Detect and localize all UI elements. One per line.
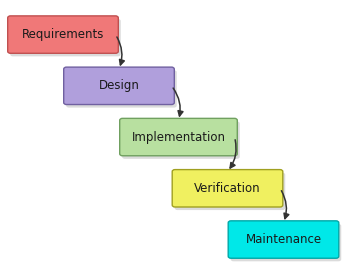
FancyBboxPatch shape (228, 221, 339, 258)
FancyBboxPatch shape (8, 16, 118, 53)
FancyArrowPatch shape (173, 88, 183, 116)
FancyBboxPatch shape (66, 70, 177, 108)
Text: Design: Design (99, 79, 139, 92)
Text: Verification: Verification (194, 182, 261, 195)
FancyArrowPatch shape (281, 191, 289, 219)
FancyArrowPatch shape (117, 37, 124, 65)
FancyBboxPatch shape (10, 19, 121, 56)
Text: Requirements: Requirements (22, 28, 104, 41)
Text: Maintenance: Maintenance (245, 233, 322, 246)
FancyBboxPatch shape (172, 169, 283, 207)
FancyBboxPatch shape (120, 118, 237, 156)
FancyArrowPatch shape (230, 140, 236, 168)
FancyBboxPatch shape (175, 173, 285, 210)
FancyBboxPatch shape (64, 67, 174, 105)
FancyBboxPatch shape (122, 121, 240, 159)
FancyBboxPatch shape (231, 224, 341, 261)
Text: Implementation: Implementation (132, 130, 225, 144)
